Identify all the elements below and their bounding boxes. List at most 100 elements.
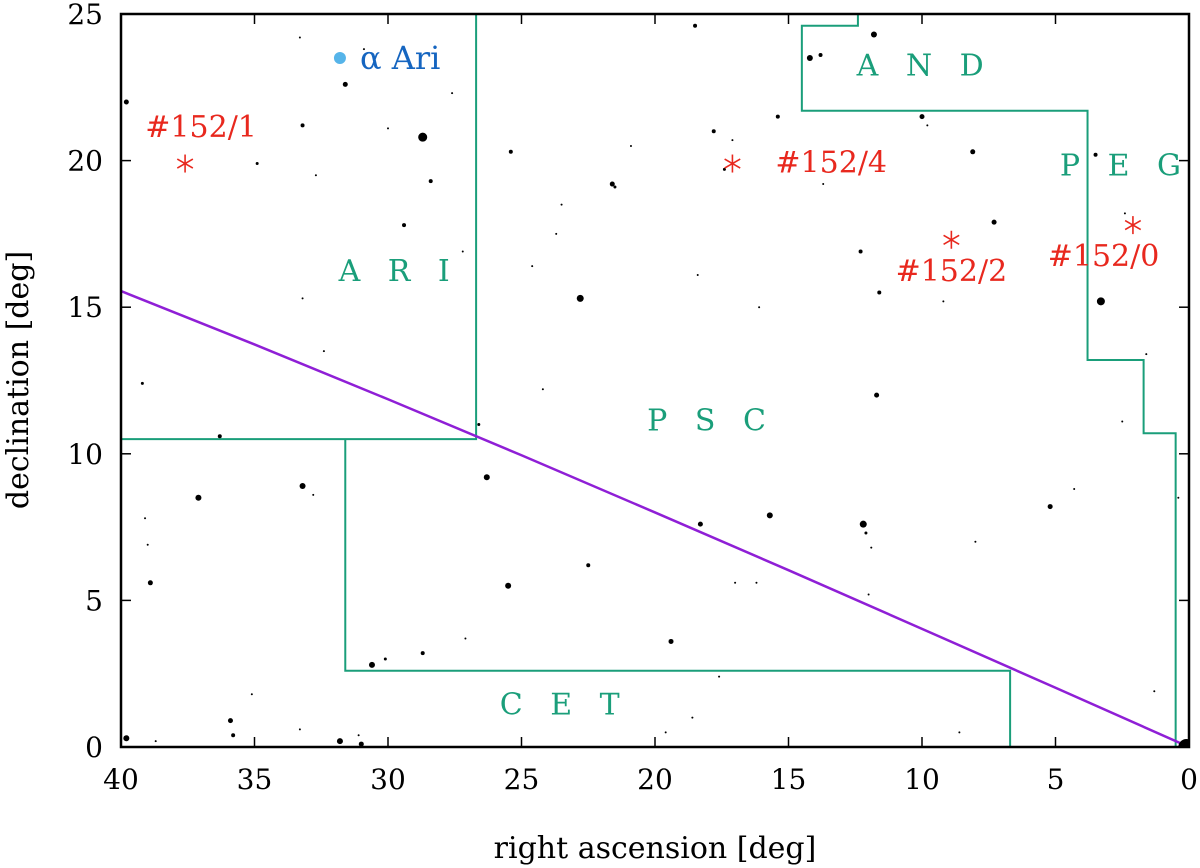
star-10 (383, 657, 387, 661)
x-tick-label-0: 0 (1180, 763, 1198, 796)
star-75 (919, 114, 925, 120)
star-68 (859, 520, 867, 528)
star-54 (697, 521, 703, 527)
x-tick-label-5: 5 (1047, 763, 1065, 796)
x-axis-title: right ascension [deg] (494, 831, 817, 866)
star-74 (877, 290, 882, 295)
star-26 (314, 174, 317, 177)
star-60 (755, 581, 758, 584)
star-17 (299, 483, 306, 490)
star-3 (231, 733, 236, 738)
star-12 (464, 637, 467, 640)
star-63 (775, 114, 780, 119)
star-90 (1177, 496, 1180, 499)
star-59 (734, 581, 737, 584)
constellation-boundary-0 (121, 14, 478, 441)
ecliptic-line (121, 289, 1189, 747)
y-tick-label-10: 10 (67, 438, 103, 471)
star-29 (362, 48, 365, 51)
star-85 (1096, 297, 1105, 306)
star-35 (461, 250, 464, 253)
constellation-label-ari: A R I (338, 254, 459, 289)
star-38 (505, 582, 512, 589)
star-76 (926, 124, 929, 127)
star-1 (154, 740, 157, 743)
x-tick-label-20: 20 (637, 763, 673, 796)
star-15 (147, 580, 153, 586)
star-31 (402, 223, 407, 228)
star-33 (428, 179, 433, 184)
star-70 (867, 593, 870, 596)
star-44 (576, 294, 584, 302)
star-23 (298, 36, 301, 39)
star-37 (483, 474, 490, 481)
y-tick-label-20: 20 (67, 145, 103, 178)
star-49 (664, 731, 667, 734)
star-77 (942, 300, 945, 303)
x-tick-label-25: 25 (504, 763, 540, 796)
star-71 (870, 546, 873, 549)
star-22 (255, 162, 259, 166)
target-marker-2 (943, 230, 960, 249)
x-tick-label-10: 10 (904, 763, 940, 796)
star-50 (668, 638, 674, 644)
star-82 (1047, 504, 1053, 510)
star-67 (858, 249, 863, 254)
star-11 (420, 651, 425, 656)
constellation-boundary-2 (800, 14, 1177, 747)
y-tick-label-5: 5 (85, 584, 103, 617)
star-32 (418, 132, 428, 142)
star-39 (508, 149, 513, 154)
star-24 (300, 123, 305, 128)
star-80 (974, 540, 977, 543)
star-25 (301, 297, 304, 300)
y-axis-title: declination [deg] (1, 251, 36, 509)
constellation-label-psc: P S C (647, 403, 775, 438)
constellation-label-cet: C E T (500, 688, 629, 723)
star-66 (822, 183, 825, 186)
star-61 (758, 306, 761, 309)
star-79 (970, 149, 976, 155)
target-label-2: #152/2 (896, 254, 1008, 289)
star-14 (146, 543, 149, 546)
star-30 (387, 127, 389, 130)
star-65 (818, 53, 823, 58)
star-64 (806, 54, 813, 61)
star-51 (691, 716, 694, 719)
star-34 (451, 92, 454, 95)
star-89 (1153, 690, 1156, 693)
star-47 (613, 185, 617, 189)
star-52 (693, 23, 698, 28)
star-40 (531, 265, 534, 268)
star-48 (629, 144, 632, 147)
star-62 (766, 512, 773, 519)
reference-star-label: α Ari (360, 39, 440, 77)
star-21 (217, 434, 222, 439)
star-78 (958, 731, 961, 734)
y-tick-label-15: 15 (67, 291, 103, 324)
plot-frame (119, 12, 1191, 749)
star-55 (711, 129, 716, 134)
target-label-0: #152/1 (145, 110, 257, 145)
star-88 (1145, 353, 1148, 356)
star-73 (874, 392, 880, 398)
star-36 (477, 422, 481, 426)
star-46 (609, 181, 615, 187)
star-43 (560, 203, 563, 206)
axes: 40 35 30 25 20 15 10 5 0 0 5 10 15 20 25 (67, 0, 1198, 796)
star-69 (864, 531, 868, 535)
star-18 (312, 493, 315, 496)
star-2 (227, 718, 233, 724)
star-56 (718, 675, 721, 678)
constellation-label-and: A N D (856, 49, 993, 84)
y-tick-label-0: 0 (85, 731, 103, 764)
star-91 (1178, 739, 1189, 747)
target-label-3: #152/0 (1048, 239, 1160, 274)
star-45 (586, 563, 591, 568)
star-28 (342, 81, 348, 87)
constellation-boundary-1 (344, 439, 1012, 747)
target-label-1: #152/4 (775, 145, 887, 180)
star-58 (731, 139, 734, 142)
star-86 (1121, 420, 1124, 423)
